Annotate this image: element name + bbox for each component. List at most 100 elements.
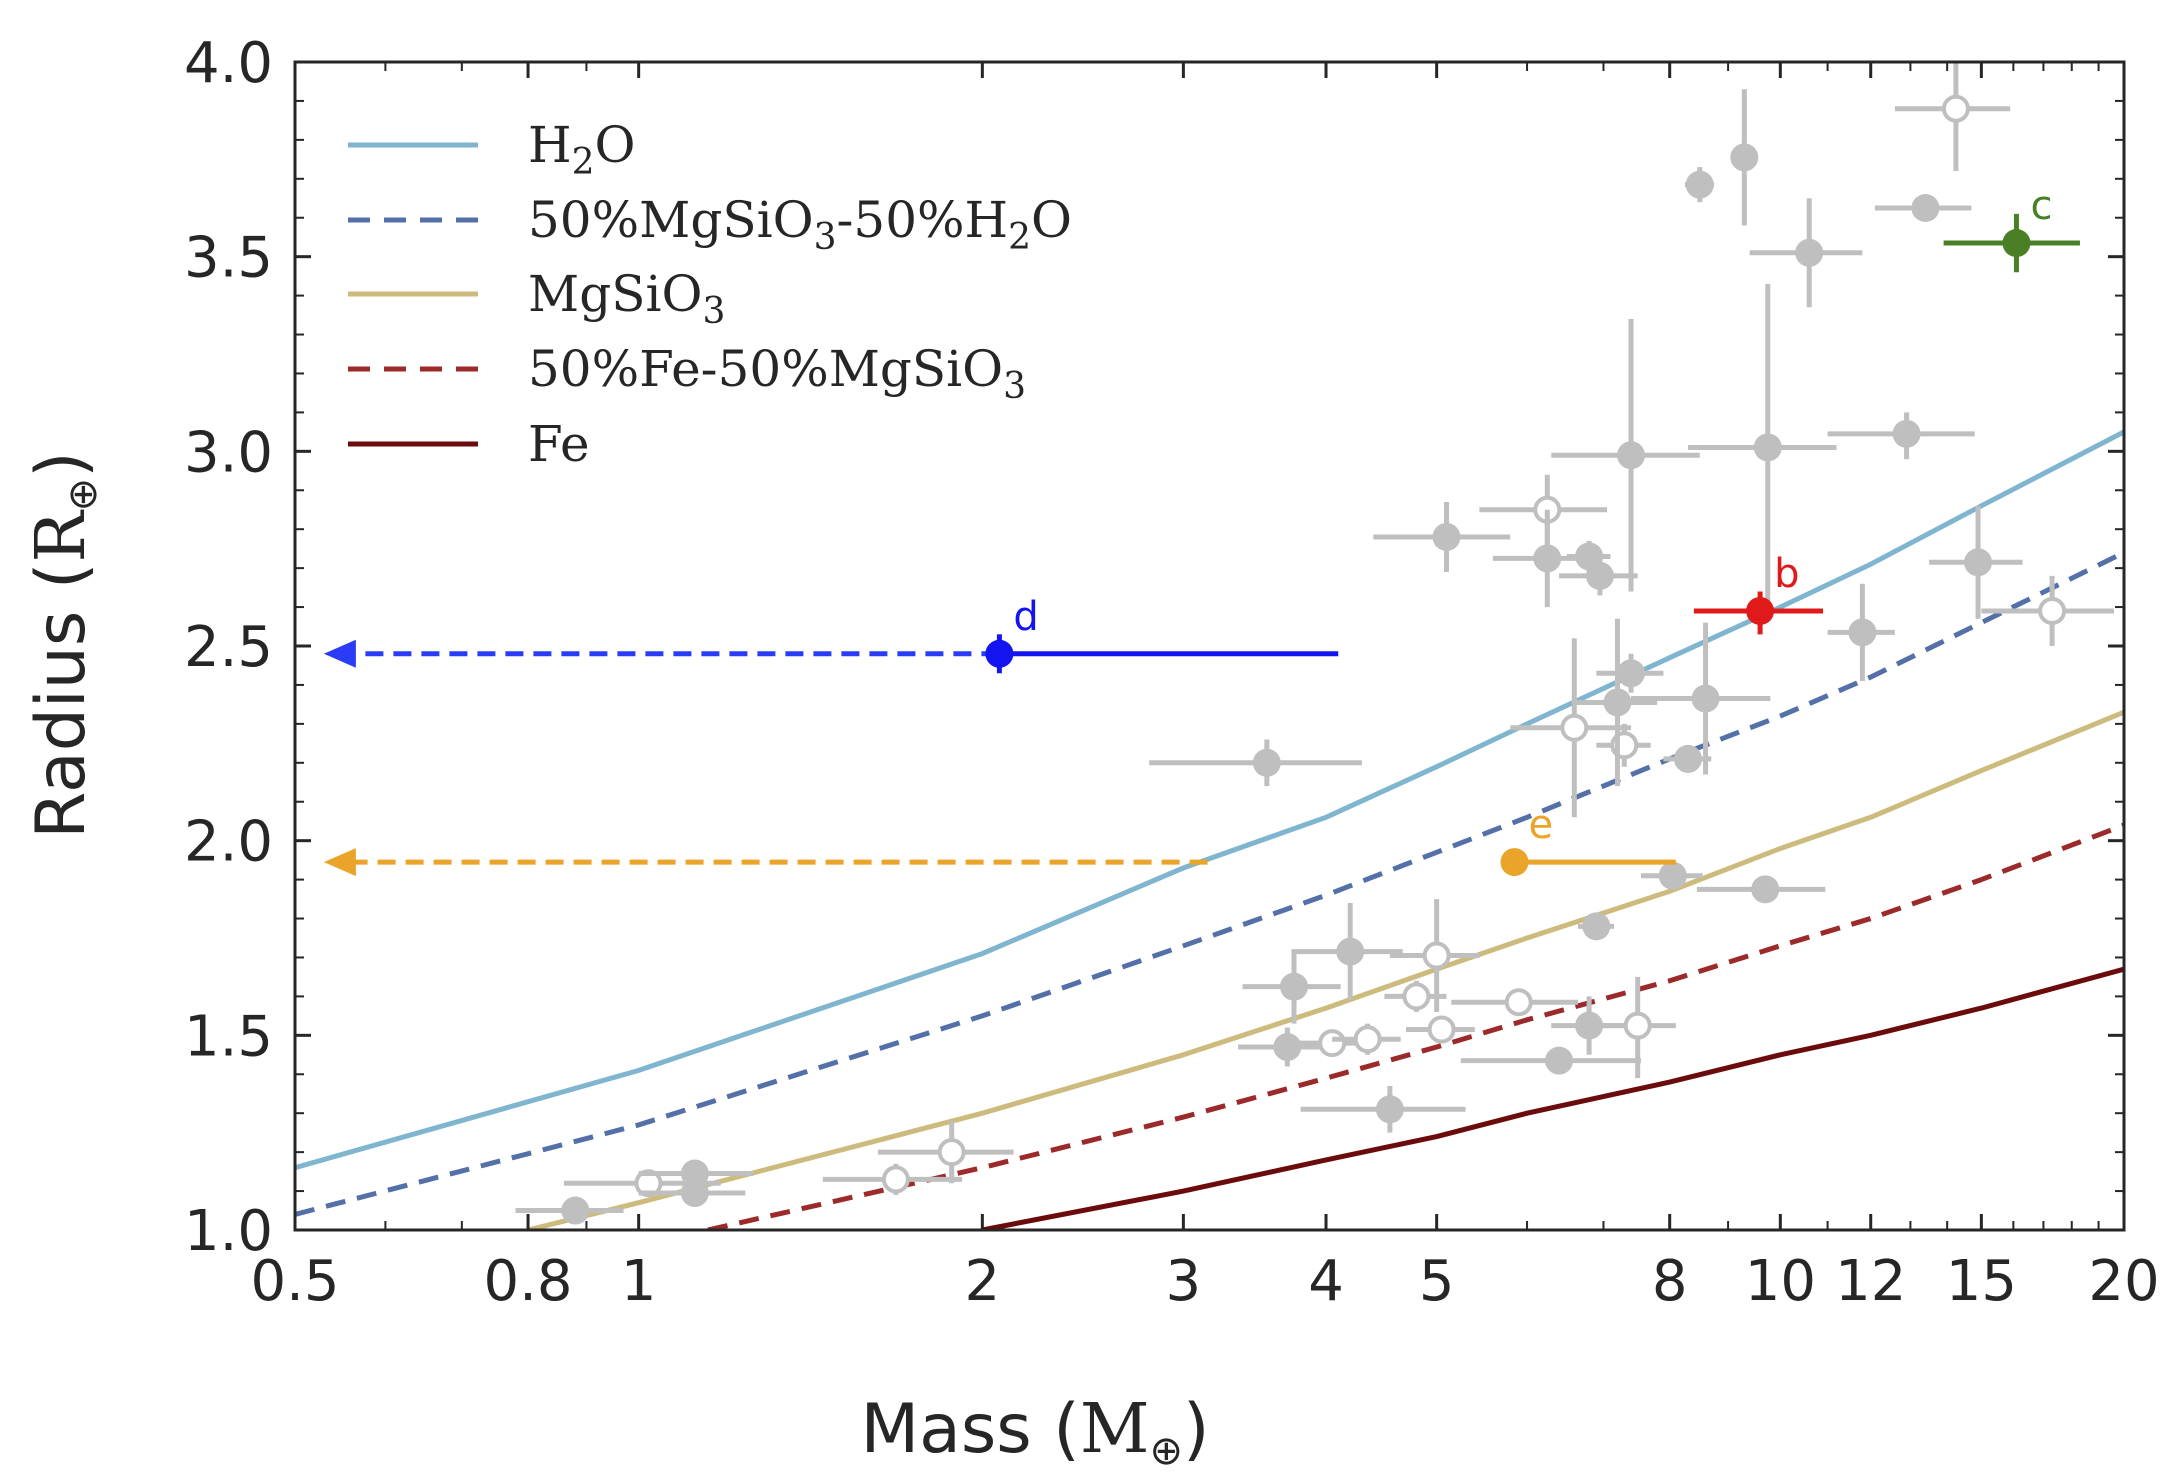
planet-marker-filled (1336, 937, 1365, 966)
planet-marker-filled (1691, 684, 1720, 713)
curve-mgsio3 (527, 709, 2124, 1230)
curve-50-mgsio3-50-h2o (295, 550, 2124, 1217)
legend-label: 50%Fe-50%MgSiO3 (528, 340, 1026, 407)
planet-marker-filled (680, 1159, 709, 1188)
x-axis-title: Mass (M⊕) (860, 1390, 1209, 1474)
background-planet-31 (1929, 505, 2023, 619)
background-planet-27 (1574, 618, 1658, 787)
legend-label-part: -50%H (836, 191, 1008, 249)
planet-marker (2002, 229, 2031, 258)
planet-marker-filled (1658, 861, 1687, 890)
planet-marker-open (2038, 596, 2067, 625)
y-tick-label: 3.0 (184, 420, 273, 485)
legend-label: 50%MgSiO3-50%H2O (528, 191, 1072, 258)
background-planet-41 (1749, 198, 1863, 308)
background-planet-24 (1510, 638, 1632, 818)
background-planets-layer (515, 62, 2114, 1225)
upper-limit-arrowhead (323, 639, 356, 668)
planet-marker-filled (1533, 544, 1562, 573)
background-planet-28 (1596, 653, 1664, 693)
legend-label-part: 50%Fe-50%MgSiO (528, 340, 1003, 398)
planet-marker-filled (1730, 143, 1759, 172)
background-planet-4 (638, 1179, 746, 1208)
planet-marker-filled (1585, 561, 1614, 590)
planet-marker-filled (1617, 441, 1646, 470)
legend-label-part: H (528, 116, 572, 174)
planet-marker-open (1318, 1029, 1347, 1058)
legend-label-part: 3 (1003, 366, 1026, 407)
legend-label-part: O (1031, 191, 1072, 249)
background-planet-10 (1291, 902, 1403, 1001)
background-planet-19 (1596, 976, 1676, 1079)
legend-label-part: 3 (814, 217, 837, 258)
planet-d: d (323, 594, 1339, 674)
planet-marker-open (1353, 1025, 1382, 1054)
planet-marker-open (1422, 941, 1451, 970)
y-axis-title-close: ) (22, 451, 101, 478)
highlight-planets-layer: b c d e (323, 183, 2080, 877)
planet-marker (1746, 596, 1775, 625)
planet-marker-filled (1848, 618, 1877, 647)
legend: H2O50%MgSiO3-50%H2OMgSiO350%Fe-50%MgSiO3… (348, 116, 1072, 473)
planet-marker-filled (1273, 1033, 1302, 1062)
x-tick-label: 12 (1835, 1249, 1906, 1314)
planet-marker-open (1560, 713, 1589, 742)
legend-entry-rock: MgSiO3 (348, 265, 725, 332)
planet-e: e (323, 802, 1676, 877)
planet-marker-open (1504, 988, 1533, 1017)
legend-label-part: 2 (1008, 217, 1031, 258)
x-tick-label: 2 (965, 1249, 1001, 1314)
planet-marker-filled (1795, 238, 1824, 267)
background-planet-13 (1384, 980, 1447, 1012)
planet-marker-filled (1892, 419, 1921, 448)
x-tick-label: 0.8 (484, 1249, 573, 1314)
x-tick-label: 5 (1419, 1249, 1455, 1314)
background-planet-21 (1640, 861, 1703, 890)
background-planet-8 (1238, 1027, 1333, 1067)
planet-label-d: d (1013, 594, 1038, 640)
background-planet-33 (1373, 501, 1511, 573)
planet-marker-filled (1582, 912, 1611, 941)
curve-h2o (295, 429, 2124, 1171)
background-planet-45 (1894, 62, 2011, 172)
planet-marker-filled (1603, 688, 1632, 717)
background-planet-22 (1696, 875, 1826, 904)
x-tick-label: 15 (1946, 1249, 2017, 1314)
axes-layer: 0.5 0.8 1 2 3 4 5 8 10 12 15 201.01.52.02.53.03.54.… (184, 31, 2160, 1314)
background-planet-15 (1405, 1015, 1475, 1044)
background-planet-34 (1479, 474, 1608, 545)
planet-marker-filled (680, 1179, 709, 1208)
background-planet-25 (1596, 723, 1651, 767)
planet-label-e: e (1528, 802, 1553, 848)
planet-marker-filled (1911, 194, 1940, 222)
planet-marker-filled (1964, 548, 1993, 577)
background-planet-3 (638, 1159, 754, 1188)
y-tick-label: 2.0 (184, 810, 273, 875)
background-planet-40 (1827, 412, 1975, 460)
planet-marker-filled (1685, 170, 1714, 199)
planet-marker-open (1402, 982, 1431, 1011)
planet-marker-filled (1280, 972, 1309, 1001)
y-tick-label: 3.5 (184, 226, 273, 291)
background-planet-38 (1551, 318, 1700, 592)
planet-c: c (1943, 183, 2080, 273)
background-planet-39 (1687, 283, 1837, 619)
y-tick-label: 4.0 (184, 31, 273, 96)
x-axis-title-unit: M (1080, 1390, 1150, 1469)
planet-marker-filled (1432, 522, 1461, 551)
background-planet-1 (515, 1196, 624, 1225)
planet-b: b (1693, 551, 1824, 635)
x-axis-title-main: Mass ( (860, 1390, 1079, 1469)
planet-marker (985, 639, 1014, 668)
background-planet-43 (1684, 167, 1715, 203)
planet-marker-filled (1673, 744, 1702, 773)
legend-label-part: 3 (702, 291, 725, 332)
y-tick-label: 2.5 (184, 615, 273, 680)
curve-fe (981, 966, 2124, 1230)
legend-label-part: O (595, 116, 636, 174)
planet-marker-open (1427, 1015, 1456, 1044)
x-tick-label: 3 (1166, 1249, 1202, 1314)
legend-entry-iron: Fe (348, 415, 590, 473)
legend-label: Fe (528, 415, 590, 473)
planet-marker-filled (1375, 1095, 1404, 1124)
